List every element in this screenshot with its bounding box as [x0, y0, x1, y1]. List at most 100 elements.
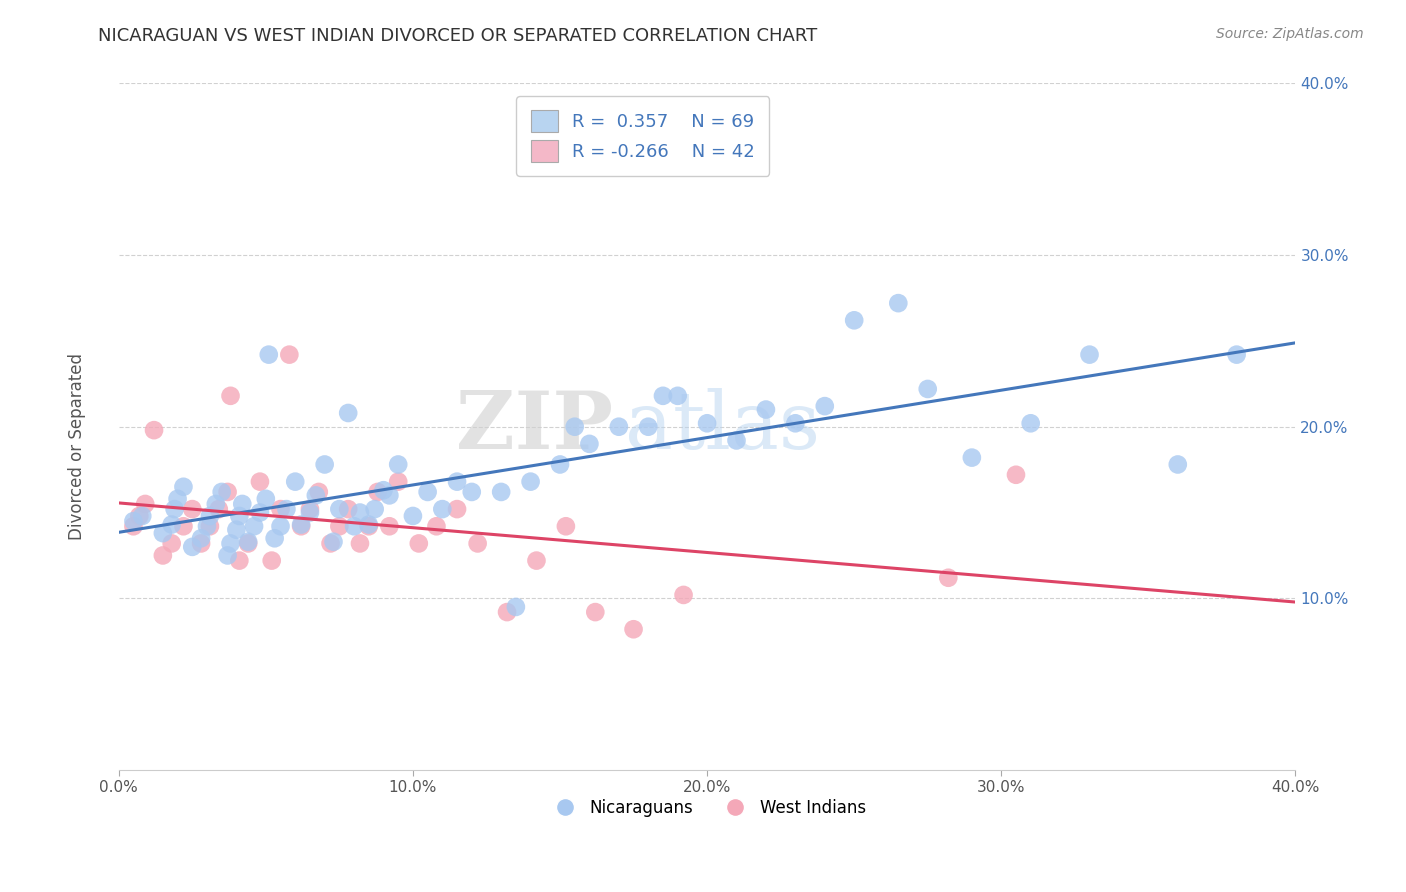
- Point: [578, 437, 600, 451]
- Point: [322, 534, 344, 549]
- Point: [652, 389, 675, 403]
- Point: [467, 536, 489, 550]
- Point: [461, 485, 484, 500]
- Point: [308, 485, 330, 500]
- Point: [284, 475, 307, 489]
- Point: [160, 517, 183, 532]
- Point: [211, 485, 233, 500]
- Point: [583, 605, 606, 619]
- Point: [190, 536, 212, 550]
- Point: [160, 536, 183, 550]
- Point: [238, 534, 260, 549]
- Point: [696, 417, 718, 431]
- Point: [1005, 467, 1028, 482]
- Point: [263, 531, 285, 545]
- Point: [152, 549, 174, 563]
- Point: [181, 502, 204, 516]
- Point: [163, 502, 186, 516]
- Point: [1078, 348, 1101, 362]
- Point: [785, 417, 807, 431]
- Point: [298, 502, 321, 516]
- Point: [666, 389, 689, 403]
- Text: NICARAGUAN VS WEST INDIAN DIVORCED OR SEPARATED CORRELATION CHART: NICARAGUAN VS WEST INDIAN DIVORCED OR SE…: [98, 27, 818, 45]
- Point: [337, 406, 360, 420]
- Point: [270, 502, 292, 516]
- Point: [408, 536, 430, 550]
- Point: [228, 508, 250, 523]
- Point: [195, 519, 218, 533]
- Point: [131, 508, 153, 523]
- Point: [328, 502, 350, 516]
- Point: [243, 519, 266, 533]
- Point: [1226, 348, 1249, 362]
- Point: [181, 540, 204, 554]
- Point: [844, 313, 866, 327]
- Point: [672, 588, 695, 602]
- Point: [489, 485, 512, 500]
- Point: [128, 508, 150, 523]
- Point: [505, 599, 527, 614]
- Point: [623, 622, 645, 636]
- Point: [387, 475, 409, 489]
- Point: [254, 491, 277, 506]
- Point: [887, 296, 910, 310]
- Point: [357, 519, 380, 533]
- Point: [298, 506, 321, 520]
- Point: [349, 506, 371, 520]
- Point: [446, 502, 468, 516]
- Point: [278, 348, 301, 362]
- Point: [270, 519, 292, 533]
- Point: [357, 517, 380, 532]
- Point: [152, 526, 174, 541]
- Point: [122, 519, 145, 533]
- Point: [725, 434, 748, 448]
- Point: [936, 571, 959, 585]
- Point: [314, 458, 336, 472]
- Point: [198, 519, 221, 533]
- Point: [960, 450, 983, 465]
- Point: [276, 502, 298, 516]
- Point: [238, 536, 260, 550]
- Point: [917, 382, 939, 396]
- Point: [564, 419, 586, 434]
- Point: [122, 514, 145, 528]
- Point: [172, 519, 194, 533]
- Point: [378, 488, 401, 502]
- Point: [198, 508, 221, 523]
- Point: [228, 553, 250, 567]
- Text: Divorced or Separated: Divorced or Separated: [69, 352, 86, 540]
- Point: [249, 475, 271, 489]
- Text: atlas: atlas: [624, 388, 820, 466]
- Point: [496, 605, 519, 619]
- Point: [363, 502, 385, 516]
- Point: [204, 497, 226, 511]
- Point: [217, 549, 239, 563]
- Point: [349, 536, 371, 550]
- Legend: Nicaraguans, West Indians: Nicaraguans, West Indians: [541, 792, 873, 823]
- Text: ZIP: ZIP: [456, 388, 613, 466]
- Point: [373, 483, 395, 498]
- Point: [249, 506, 271, 520]
- Point: [166, 491, 188, 506]
- Point: [387, 458, 409, 472]
- Point: [378, 519, 401, 533]
- Point: [190, 531, 212, 545]
- Point: [755, 402, 778, 417]
- Point: [219, 536, 242, 550]
- Point: [328, 519, 350, 533]
- Point: [814, 399, 837, 413]
- Text: Source: ZipAtlas.com: Source: ZipAtlas.com: [1216, 27, 1364, 41]
- Point: [425, 519, 447, 533]
- Point: [637, 419, 659, 434]
- Point: [337, 502, 360, 516]
- Point: [143, 423, 166, 437]
- Point: [231, 497, 253, 511]
- Point: [305, 488, 328, 502]
- Point: [554, 519, 576, 533]
- Point: [1019, 417, 1042, 431]
- Point: [257, 348, 280, 362]
- Point: [343, 519, 366, 533]
- Point: [526, 553, 548, 567]
- Point: [548, 458, 571, 472]
- Point: [519, 475, 541, 489]
